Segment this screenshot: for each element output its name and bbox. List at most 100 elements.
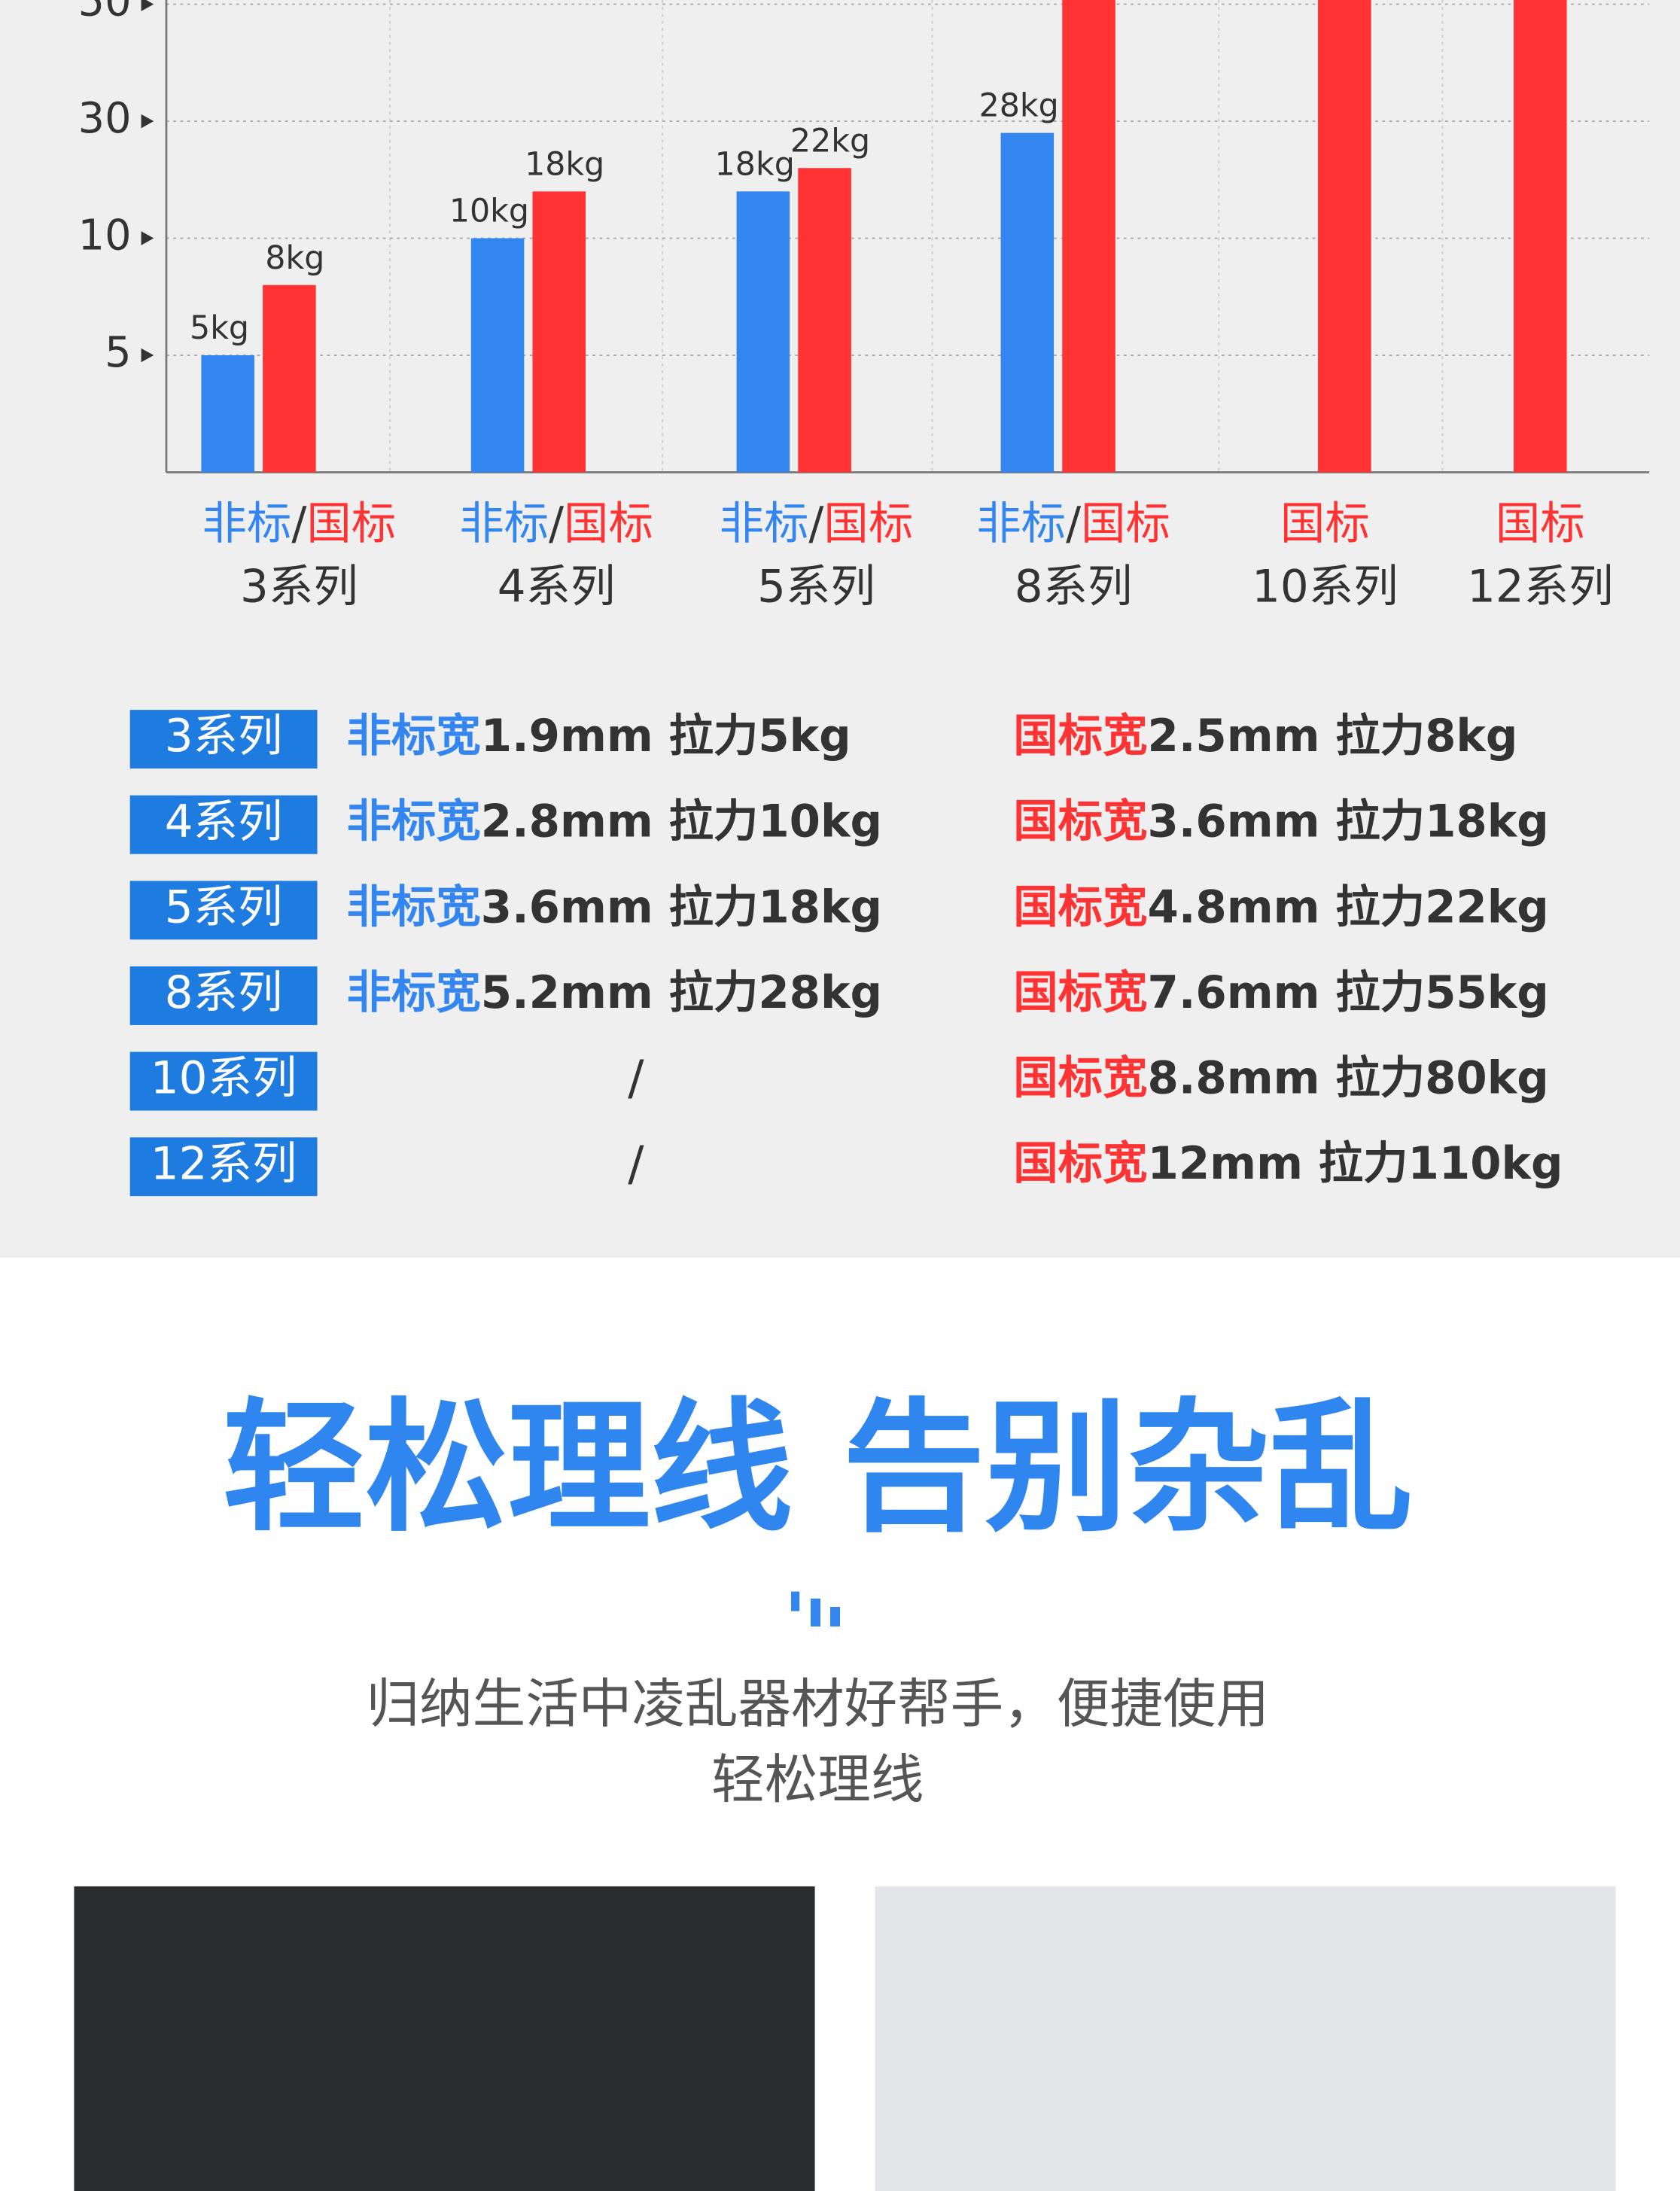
series-name: 国标 [1081, 498, 1170, 550]
separator: / [549, 498, 565, 550]
series-name: 国标 [1496, 498, 1585, 550]
photo-cable-ties [875, 1886, 1616, 2191]
series-name: 非标 [976, 498, 1066, 550]
section-title: 轻松理线 告别杂乱 [223, 1385, 1413, 1551]
x-tick-label: 非标/国标 [720, 498, 914, 550]
spec-value: 12mm 拉力110kg [1148, 1138, 1563, 1190]
spec-value: 7.6mm 拉力55kg [1148, 967, 1549, 1019]
tick-marker [141, 0, 154, 11]
spec-right: 国标宽8.8mm 拉力80kg [1013, 1053, 1549, 1105]
spec-prefix: 国标宽 [1013, 881, 1147, 933]
spec-prefix: 国标宽 [1013, 1138, 1147, 1190]
x-tick-label: 非标/国标 [976, 498, 1170, 550]
bar [736, 191, 790, 473]
x-tick-label: 10系列 [1252, 561, 1398, 613]
separator: / [808, 498, 824, 550]
spec-prefix: 国标宽 [1013, 967, 1147, 1019]
section-subtitle: 归纳生活中凌乱器材好帮手，便捷使用 [367, 1673, 1269, 1735]
spec-prefix: 非标宽 [347, 881, 481, 933]
spec-value: 2.5mm 拉力8kg [1148, 711, 1518, 762]
spec-value: 4.8mm 拉力22kg [1148, 881, 1549, 933]
series-badge [129, 1051, 318, 1111]
x-tick-label: 4系列 [498, 561, 616, 613]
x-tick-label: 国标 [1280, 498, 1370, 550]
bar [263, 285, 316, 473]
x-tick-label: 国标 [1496, 498, 1585, 550]
series-badge-label: 5系列 [165, 881, 283, 933]
x-tick-label: 12系列 [1467, 561, 1613, 613]
spec-prefix: 非标宽 [347, 796, 481, 848]
photo-cable-management [74, 1886, 815, 2191]
y-tick-label: 50 [78, 0, 132, 26]
series-name: 非标 [459, 498, 549, 550]
spec-value: 3.6mm 拉力18kg [1148, 796, 1549, 848]
y-tick-label: 5 [105, 328, 131, 377]
bar [1514, 0, 1567, 473]
spec-prefix: 国标宽 [1013, 796, 1147, 848]
series-badge-label: 8系列 [165, 967, 283, 1019]
spec-left: 非标宽3.6mm 拉力18kg [347, 881, 883, 933]
spec-left: 非标宽1.9mm 拉力5kg [347, 711, 851, 762]
series-name: 国标 [823, 498, 913, 550]
value-label: 22kg [790, 122, 870, 160]
bar [1062, 0, 1115, 473]
series-name: 国标 [564, 498, 653, 550]
spec-left: 非标宽2.8mm 拉力10kg [347, 796, 883, 848]
bar [1318, 0, 1371, 473]
spec-prefix: 国标宽 [1013, 711, 1147, 762]
spec-empty: / [628, 1135, 644, 1191]
section-subtitle: 轻松理线 [711, 1748, 924, 1810]
tick-marker [141, 114, 154, 129]
spec-right: 国标宽3.6mm 拉力18kg [1013, 796, 1549, 848]
spec-prefix: 非标宽 [347, 711, 481, 762]
spec-value: 5.2mm 拉力28kg [481, 967, 882, 1019]
x-tick-label: 8系列 [1015, 561, 1133, 613]
value-label: 18kg [715, 145, 795, 183]
separator: / [291, 498, 307, 550]
y-tick-label: 10 [78, 211, 132, 260]
bar [798, 168, 851, 473]
bar [532, 191, 586, 473]
spec-left: 非标宽5.2mm 拉力28kg [347, 967, 883, 1019]
value-label: 10kg [449, 193, 529, 230]
bar [470, 238, 525, 473]
series-badge [129, 795, 318, 854]
series-name: 国标 [306, 498, 396, 550]
spec-right: 国标宽4.8mm 拉力22kg [1013, 881, 1549, 933]
spec-right: 国标宽7.6mm 拉力55kg [1013, 967, 1549, 1019]
value-label: 5kg [190, 309, 249, 347]
spec-prefix: 国标宽 [1013, 1053, 1147, 1105]
spec-right: 国标宽12mm 拉力110kg [1013, 1138, 1563, 1190]
spec-prefix: 非标宽 [347, 967, 481, 1019]
series-badge-label: 12系列 [151, 1138, 297, 1190]
spec-value: 2.8mm 拉力10kg [481, 796, 882, 848]
value-label: 8kg [265, 239, 324, 277]
y-tick-label: 30 [78, 94, 132, 143]
series-badge-label: 10系列 [151, 1053, 297, 1105]
tick-marker [141, 348, 154, 363]
bar [201, 355, 254, 473]
spec-empty: / [628, 1050, 644, 1106]
series-badge [129, 1137, 318, 1197]
spec-value: 1.9mm 拉力5kg [481, 711, 851, 762]
series-badge [129, 881, 318, 940]
spec-value: 3.6mm 拉力18kg [481, 881, 882, 933]
x-tick-label: 非标/国标 [459, 498, 653, 550]
series-name: 非标 [720, 498, 809, 550]
series-badge [129, 710, 318, 769]
series-badge [129, 966, 318, 1025]
series-name: 国标 [1280, 498, 1370, 550]
tick-marker [141, 231, 154, 245]
series-name: 非标 [202, 498, 292, 550]
value-label: 18kg [525, 145, 604, 183]
bar [1000, 132, 1055, 473]
x-tick-label: 3系列 [240, 561, 358, 613]
series-badge-label: 4系列 [165, 796, 283, 848]
spec-value: 8.8mm 拉力80kg [1148, 1053, 1549, 1105]
series-badge-label: 3系列 [165, 711, 283, 762]
value-label: 28kg [979, 87, 1059, 125]
spec-right: 国标宽2.5mm 拉力8kg [1013, 711, 1517, 762]
separator: / [1066, 498, 1082, 550]
title-decoration [791, 1591, 840, 1627]
